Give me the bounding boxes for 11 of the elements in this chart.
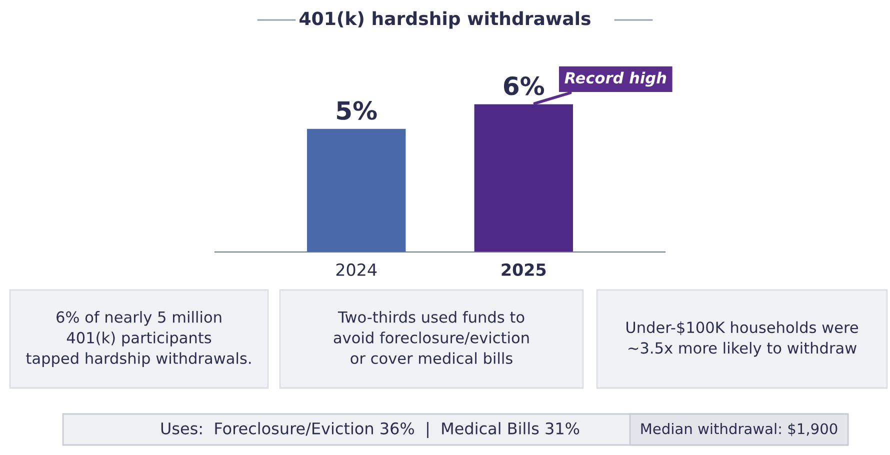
- annotation: Record high: [564, 72, 666, 87]
- text: Uses: Foreclosure/Eviction 36% | Medical Bills 31%: [161, 422, 580, 438]
- chart-title: 401(k) hardship withdrawals: [300, 11, 590, 29]
- text: 6% of nearly 5 million 401(k) participants tapped hardship withdrawals.: [26, 311, 251, 367]
- text: Two-thirds used funds to avoid foreclosure/eviction or cover medical bills: [334, 311, 529, 364]
- x-tick-label: 2024: [336, 263, 377, 276]
- text: Under-$100K households were ~3.5x more likely to withdraw: [626, 321, 858, 357]
- data-label: 6%: [504, 76, 544, 96]
- data-label: 5%: [337, 101, 377, 120]
- text: Median withdrawal: $1,900: [641, 422, 838, 436]
- x-tick-label: 2025: [502, 263, 546, 276]
